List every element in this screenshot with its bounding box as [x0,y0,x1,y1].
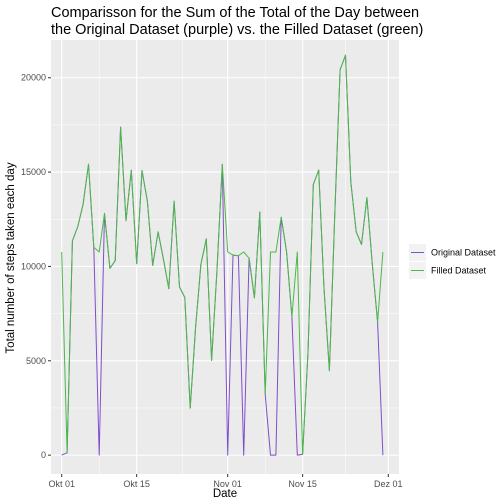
x-tick-label: Nov 01 [213,479,242,489]
series-line-filled [61,54,384,455]
x-tick-label: Okt 15 [123,479,150,489]
y-axis-title: Total number of steps taken each day [5,162,17,353]
chart-title-line-2: the Original Dataset (purple) vs. the Fi… [51,22,423,38]
chart-title-line-1: Comparisson for the Sum of the Total of … [51,5,419,21]
y-tick-label: 5000 [26,356,46,366]
y-tick-label: 0 [41,450,46,460]
x-axis: Okt 01 Okt 15 Nov 01 Nov 15 Dez 01 [48,474,403,489]
legend-label: Filled Dataset [431,266,487,276]
x-tick-label: Nov 15 [288,479,317,489]
y-tick-label: 15000 [21,167,46,177]
x-tick-label: Dez 01 [374,479,403,489]
x-axis-title: Date [213,488,237,500]
legend-label: Original Dataset [431,248,496,258]
series-layer [61,54,384,456]
x-tick-label: Okt 01 [48,479,75,489]
y-tick-label: 10000 [21,261,46,271]
legend: Original Dataset Filled Dataset [409,244,496,279]
y-axis: 0 5000 10000 15000 20000 [21,73,51,460]
y-tick-label: 20000 [21,73,46,83]
